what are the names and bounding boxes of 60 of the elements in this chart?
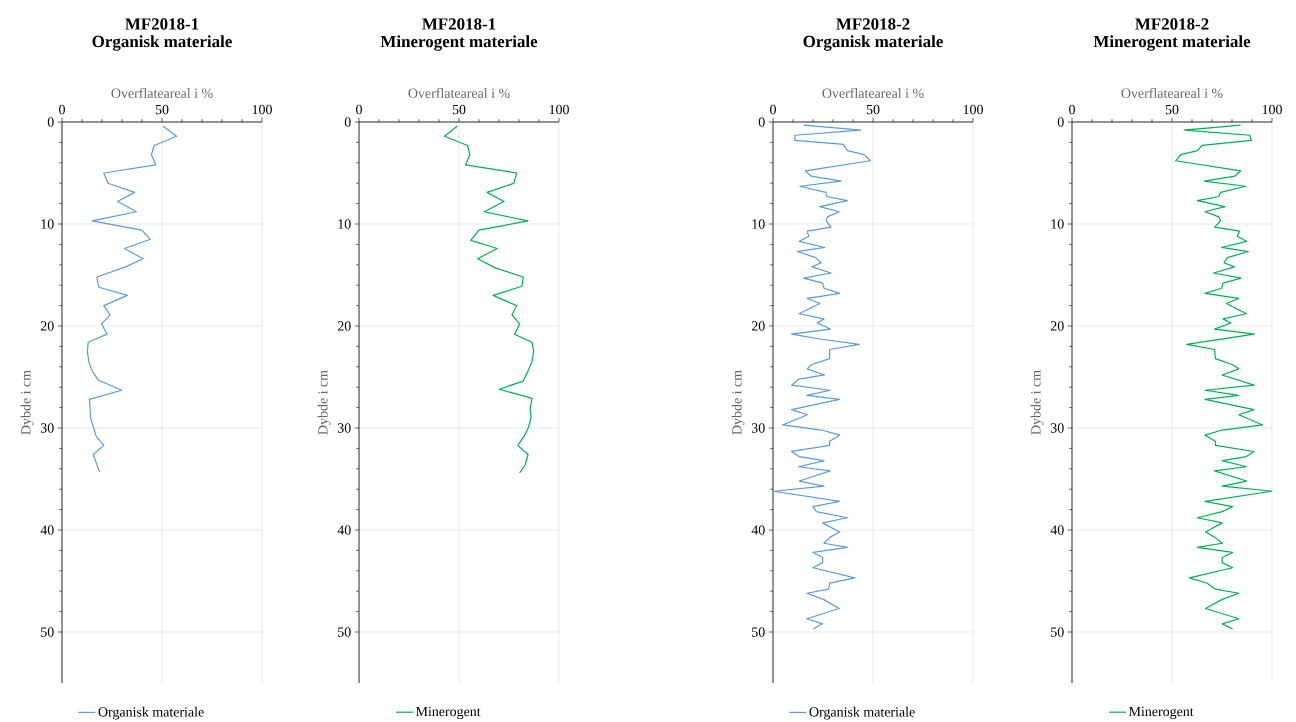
y-tick-label: 20	[1050, 321, 1064, 331]
x-axis-title: Overflateareal i %	[408, 87, 510, 98]
x-tick-label: 100	[1262, 104, 1282, 115]
y-tick-label: 20	[751, 321, 765, 331]
x-axis-title: Overflateareal i %	[822, 87, 924, 98]
y-tick-label: 40	[1050, 525, 1064, 535]
legend-label: Organisk materiale	[98, 706, 204, 720]
y-axis-title: Dybde i cm	[317, 370, 331, 435]
chart-subtitle: Minerogent materiale	[1093, 35, 1251, 51]
chart-title: MF2018-2	[1135, 18, 1209, 30]
x-tick-label: 100	[963, 104, 983, 115]
y-tick-label: 30	[751, 423, 765, 433]
legend-label: Organisk materiale	[809, 706, 915, 720]
y-tick-label: 50	[338, 627, 351, 637]
y-tick-label: 50	[41, 627, 54, 637]
chart-title: MF2018-1	[125, 18, 199, 30]
y-tick-label: 50	[752, 627, 765, 637]
y-tick-label: 20	[40, 321, 54, 331]
y-axis-title: Dybde i cm	[20, 370, 34, 435]
line-series	[443, 125, 535, 474]
y-tick-label: 0	[758, 117, 765, 127]
y-axis-title: Dybde i cm	[731, 370, 745, 435]
y-tick-label: 10	[41, 219, 54, 229]
y-tick-label: 0	[344, 117, 351, 127]
y-tick-label: 30	[1050, 423, 1064, 433]
x-tick-label: 100	[549, 104, 569, 115]
line-series	[86, 125, 178, 473]
x-tick-label: 0	[1069, 104, 1075, 115]
y-tick-label: 10	[338, 219, 351, 229]
x-tick-label: 0	[59, 104, 65, 115]
x-tick-label: 50	[866, 104, 880, 115]
line-series	[1175, 124, 1273, 630]
x-tick-label: 50	[452, 104, 466, 115]
y-tick-label: 0	[47, 117, 54, 127]
y-tick-label: 40	[751, 525, 765, 535]
chart-title: MF2018-2	[836, 18, 910, 30]
x-tick-label: 0	[356, 104, 362, 115]
chart-subtitle: Organisk materiale	[92, 35, 232, 51]
legend-label: Minerogent	[1128, 706, 1194, 720]
x-tick-label: 100	[252, 104, 272, 115]
y-tick-label: 10	[1051, 219, 1064, 229]
legend-label: Minerogent	[415, 706, 481, 720]
x-tick-label: 50	[1165, 104, 1179, 115]
y-tick-label: 30	[40, 423, 54, 433]
y-tick-label: 0	[1057, 117, 1064, 127]
y-tick-label: 10	[752, 219, 765, 229]
x-axis-title: Overflateareal i %	[1121, 87, 1223, 98]
chart-subtitle: Minerogent materiale	[380, 35, 538, 51]
y-tick-label: 40	[40, 525, 54, 535]
y-tick-label: 40	[337, 525, 351, 535]
y-tick-label: 20	[337, 321, 351, 331]
chart-subtitle: Organisk materiale	[803, 35, 943, 51]
y-tick-label: 30	[337, 423, 351, 433]
x-tick-label: 50	[155, 104, 169, 115]
y-tick-label: 50	[1051, 627, 1064, 637]
x-tick-label: 0	[770, 104, 776, 115]
x-axis-title: Overflateareal i %	[111, 87, 213, 98]
line-series	[773, 124, 871, 630]
y-axis-title: Dybde i cm	[1030, 370, 1044, 435]
chart-title: MF2018-1	[422, 18, 496, 30]
